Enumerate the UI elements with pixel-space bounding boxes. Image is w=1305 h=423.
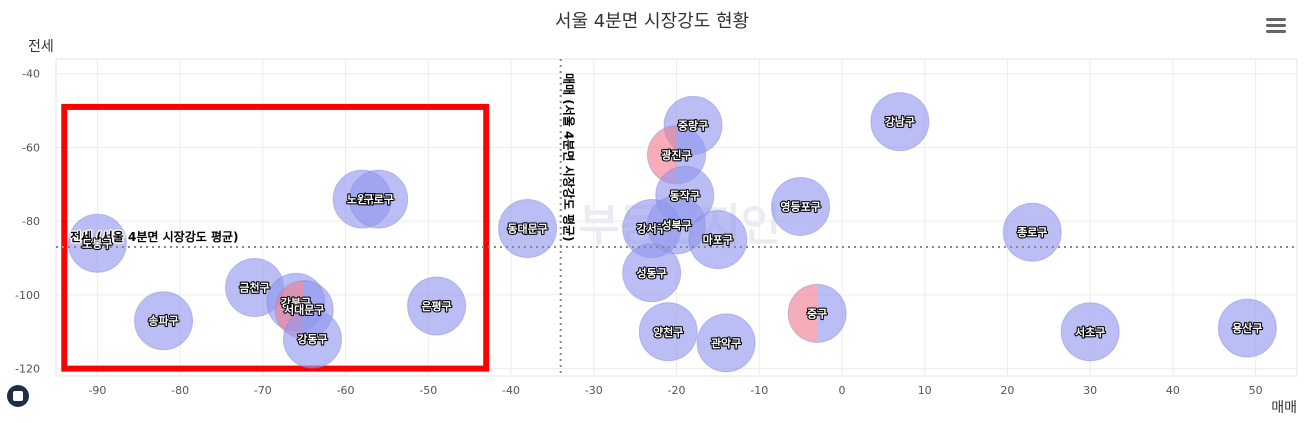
bubble-label: 종로구 — [1017, 226, 1047, 239]
y-tick-label: -120 — [15, 363, 40, 376]
y-tick-label: -60 — [22, 141, 40, 154]
chart-title: 서울 4분면 시장강도 현황 — [555, 11, 749, 32]
bubble-영등포구 — [771, 176, 831, 236]
bubble-구로구 — [349, 169, 409, 229]
y-tick-label: -40 — [22, 68, 40, 81]
bubble-송파구 — [134, 291, 194, 351]
x-tick-label: -10 — [750, 384, 768, 397]
x-tick-label: 10 — [918, 384, 932, 397]
bubble-강동구 — [282, 309, 342, 369]
bubble-label: 성동구 — [636, 266, 666, 280]
bubble-label: 강서구 — [636, 222, 666, 236]
bubble-label: 금천구 — [239, 281, 269, 295]
x-tick-label: -90 — [88, 384, 106, 397]
x-tick-label: -20 — [668, 384, 686, 397]
bubble-중구 — [787, 283, 847, 343]
x-tick-label: 30 — [1083, 384, 1097, 397]
bubble-도봉구 — [67, 213, 127, 273]
x-tick-label: 20 — [1000, 384, 1014, 397]
axis-ticks: -90 -80 -70 -60 -50 -40 -30 -20 -10 0 10 20 30 40 50-4… — [15, 68, 1263, 397]
bubble-양천구 — [638, 302, 698, 362]
bubbles — [67, 92, 1277, 373]
x-tick-label: -70 — [254, 384, 272, 397]
bubble-label: 서대문구 — [284, 303, 324, 317]
highlight-box — [61, 103, 490, 372]
bubble-label: 성북구 — [661, 218, 691, 232]
x-axis-title: 매매 — [1271, 400, 1297, 416]
bubble-label: 송파구 — [148, 314, 178, 328]
bubble-label: 양천구 — [653, 325, 683, 339]
bubble-label: 은평구 — [421, 299, 451, 313]
y-tick-label: -80 — [22, 215, 40, 228]
menu-icon-bar — [1266, 18, 1286, 21]
bubble-동대문구 — [498, 199, 558, 259]
menu-icon-bar — [1266, 24, 1286, 27]
bubble-label: 도봉구 — [82, 237, 112, 250]
bubble-label: 광진구 — [661, 148, 691, 162]
bubble-label: 관악구 — [711, 336, 741, 350]
x-tick-label: 0 — [838, 384, 845, 397]
bubble-성동구 — [622, 243, 682, 303]
chart-menu-button[interactable] — [1264, 16, 1288, 38]
bubble-label: 용산구 — [1232, 321, 1262, 335]
x-tick-label: -60 — [337, 384, 355, 397]
home-logo-icon[interactable] — [7, 385, 29, 407]
menu-icon-bar — [1266, 30, 1286, 33]
x-tick-label: 40 — [1166, 384, 1180, 397]
bubble-용산구 — [1217, 298, 1277, 358]
bubble-label: 중랑구 — [678, 119, 708, 132]
x-tick-label: 50 — [1249, 384, 1263, 397]
bubble-서초구 — [1060, 302, 1120, 362]
bubble-label: 영등포구 — [780, 200, 820, 213]
reference-label-y: 전세 (서울 4분면 시장강도 평균) — [70, 229, 239, 244]
bubble-마포구 — [688, 210, 748, 270]
reference-lines: 매매 (서울 4분면 시장강도 평균) 전세 (서울 4분면 시장강도 평균) — [56, 59, 1297, 376]
y-tick-label: -100 — [15, 289, 40, 302]
bubble-label: 동대문구 — [507, 222, 547, 236]
x-tick-label: -40 — [502, 384, 520, 397]
y-axis-title: 전세 — [28, 39, 54, 55]
bubble-관악구 — [696, 313, 756, 373]
bubble-은평구 — [407, 276, 467, 336]
bubble-label: 서초구 — [1075, 325, 1105, 339]
bubble-label: 강북구 — [281, 295, 311, 309]
bubble-label: 강동구 — [297, 332, 327, 346]
bubble-강남구 — [870, 92, 930, 152]
bubble-label: 동작구 — [670, 188, 700, 202]
bubble-label: 강남구 — [885, 115, 915, 129]
x-tick-label: -80 — [171, 384, 189, 397]
bubble-label: 중구 — [807, 307, 827, 320]
reference-label-x: 매매 (서울 4분면 시장강도 평균) — [562, 73, 577, 242]
bubble-label: 마포구 — [703, 233, 733, 247]
x-tick-label: -50 — [419, 384, 437, 397]
x-tick-label: -30 — [585, 384, 603, 397]
bubble-label: 노원구 — [347, 192, 377, 206]
bubble-label: 구로구 — [363, 193, 393, 206]
highlight-box-layer — [61, 103, 490, 372]
